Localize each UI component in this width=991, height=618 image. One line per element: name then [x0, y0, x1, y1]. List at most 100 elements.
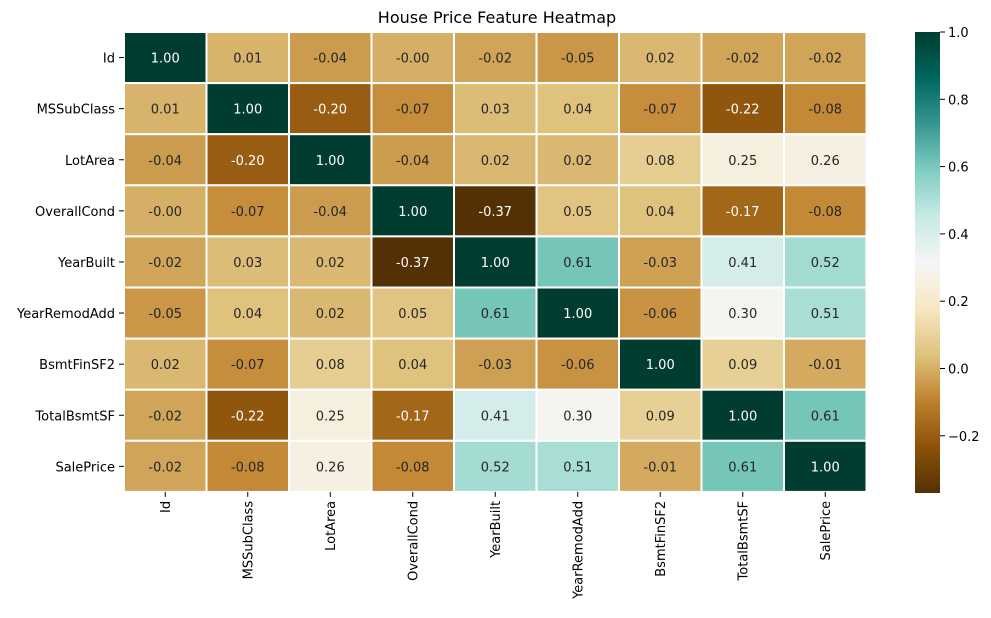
heatmap-cell [123, 286, 208, 340]
heatmap-cell [453, 82, 538, 136]
heatmap-cell [700, 31, 785, 85]
x-tick-label: YearBuilt [489, 501, 504, 559]
cell-value-label: 1.00 [233, 103, 262, 118]
heatmap-cell [535, 439, 620, 493]
colorbar: 1.0 0.8 0.6 0.4 0.2 0.0 −0.2 [915, 26, 980, 493]
heatmap-cell [783, 439, 868, 493]
cell-value-label: 0.61 [563, 256, 592, 271]
cell-value-label: 0.61 [811, 409, 840, 424]
cell-value-label: 0.02 [316, 256, 345, 271]
x-tick-label: BsmtFinSF2 [654, 501, 669, 577]
cell-value-label: 0.04 [233, 307, 262, 322]
heatmap-cell [783, 133, 868, 187]
heatmap-cell [700, 82, 785, 136]
heatmap-cell [370, 388, 455, 442]
heatmap-cell [205, 184, 290, 238]
cell-value-label: -0.22 [726, 103, 760, 118]
heatmap-cell [783, 388, 868, 442]
cell-value-label: 0.25 [316, 409, 345, 424]
colorbar-tick-label: 0.4 [948, 228, 969, 243]
cell-value-label: 0.02 [646, 52, 675, 67]
heatmap-cell [205, 133, 290, 187]
cell-value-label: 0.02 [151, 358, 180, 373]
x-tick-label: TotalBsmtSF [737, 501, 752, 582]
cell-value-label: -0.01 [643, 460, 677, 475]
x-tick-label: OverallCond [407, 501, 422, 581]
cell-value-label: 0.09 [646, 409, 675, 424]
colorbar-tick-label: −0.2 [948, 430, 980, 445]
cell-value-label: 0.41 [481, 409, 510, 424]
cell-value-label: -0.37 [478, 205, 512, 220]
heatmap-cell [453, 388, 538, 442]
y-axis-tick-labels: Id MSSubClass LotArea OverallCond YearBuilt Y… [16, 52, 124, 475]
cell-value-label: 1.00 [646, 358, 675, 373]
cell-value-label: 0.61 [481, 307, 510, 322]
cell-value-label: 0.02 [481, 154, 510, 169]
heatmap-cell [453, 439, 538, 493]
cell-value-label: -0.03 [643, 256, 677, 271]
cell-value-label: -0.07 [231, 205, 265, 220]
heatmap-cell [783, 82, 868, 136]
heatmap-cell [535, 31, 620, 85]
heatmap-cell [370, 184, 455, 238]
cell-value-label: 0.08 [316, 358, 345, 373]
cell-value-label: 1.00 [151, 52, 180, 67]
x-tick-label: LotArea [324, 501, 339, 551]
cell-value-label: -0.03 [478, 358, 512, 373]
cell-value-label: -0.17 [726, 205, 760, 220]
heatmap-cell-labels: 1.00 0.01 -0.04 -0.00 -0.02 -0.05 0.02 -0.02 -0.… [148, 52, 842, 476]
cell-value-label: -0.22 [231, 409, 265, 424]
heatmap-cells [123, 31, 868, 493]
heatmap-cell [535, 235, 620, 289]
cell-value-label: 0.08 [646, 154, 675, 169]
heatmap-cell [288, 286, 373, 340]
heatmap-cell [288, 439, 373, 493]
cell-value-label: -0.06 [561, 358, 595, 373]
cell-value-label: 0.05 [563, 205, 592, 220]
heatmap-cell [700, 286, 785, 340]
heatmap-cell [618, 439, 703, 493]
heatmap-cell [205, 286, 290, 340]
cell-value-label: 0.61 [728, 460, 757, 475]
cell-value-label: 1.00 [316, 154, 345, 169]
cell-value-label: 1.00 [563, 307, 592, 322]
cell-value-label: 0.04 [646, 205, 675, 220]
cell-value-label: -0.08 [396, 460, 430, 475]
cell-value-label: 0.04 [563, 103, 592, 118]
cell-value-label: 0.51 [811, 307, 840, 322]
heatmap-cell [618, 337, 703, 391]
heatmap-cell [123, 388, 208, 442]
cell-value-label: -0.04 [313, 52, 347, 67]
heatmap-cell [535, 286, 620, 340]
heatmap-cell [783, 235, 868, 289]
heatmap-cell [535, 388, 620, 442]
cell-value-label: 0.41 [728, 256, 757, 271]
cell-value-label: 0.02 [316, 307, 345, 322]
cell-value-label: 0.09 [728, 358, 757, 373]
y-tick-label: BsmtFinSF2 [39, 358, 115, 373]
cell-value-label: 0.03 [481, 103, 510, 118]
y-tick-label: Id [103, 52, 115, 67]
cell-value-label: -0.02 [148, 256, 182, 271]
cell-value-label: -0.04 [313, 205, 347, 220]
y-tick-label: OverallCond [35, 205, 115, 220]
x-axis-tick-labels: Id MSSubClass LotArea OverallCond YearBuilt Y… [159, 491, 834, 600]
cell-value-label: 0.04 [398, 358, 427, 373]
heatmap-cell [618, 82, 703, 136]
cell-value-label: 0.52 [811, 256, 840, 271]
cell-value-label: -0.08 [231, 460, 265, 475]
cell-value-label: -0.37 [396, 256, 430, 271]
cell-value-label: 0.02 [563, 154, 592, 169]
colorbar-tick-label: 0.6 [948, 161, 969, 176]
colorbar-tick-label: 0.8 [948, 93, 969, 108]
cell-value-label: -0.08 [808, 103, 842, 118]
cell-value-label: -0.02 [478, 52, 512, 67]
cell-value-label: 0.30 [563, 409, 592, 424]
cell-value-label: 0.51 [563, 460, 592, 475]
cell-value-label: 0.25 [728, 154, 757, 169]
cell-value-label: 0.03 [233, 256, 262, 271]
cell-value-label: -0.02 [808, 52, 842, 67]
cell-value-label: 0.26 [316, 460, 345, 475]
y-tick-label: LotArea [65, 154, 115, 169]
